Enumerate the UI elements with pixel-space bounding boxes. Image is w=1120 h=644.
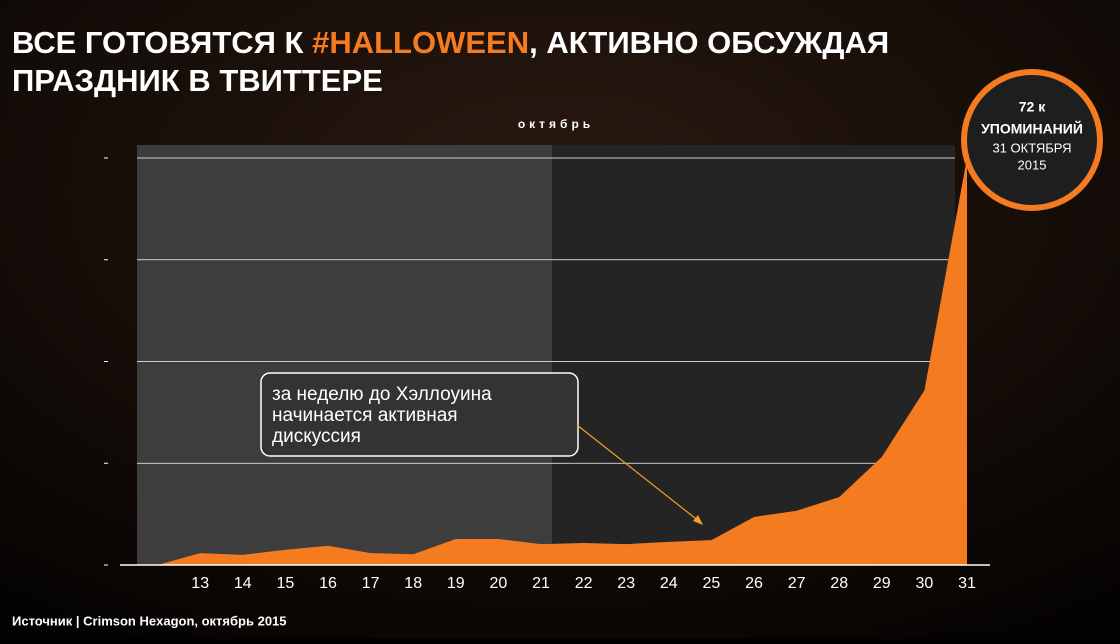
chart-title: ВСЕ ГОТОВЯТСЯ К #HALLOWEEN, АКТИВНО ОБСУ… — [12, 25, 889, 60]
x-tick-label: 22 — [575, 575, 593, 592]
x-tick-label: 20 — [490, 575, 508, 592]
x-tick-label: 27 — [788, 575, 806, 592]
x-axis-label: октябрь — [518, 117, 594, 131]
annotation: за неделю до Хэллоуина — [272, 384, 492, 405]
x-tick-label: 18 — [404, 575, 422, 592]
x-tick-label: 14 — [234, 575, 252, 592]
x-tick-label: 24 — [660, 575, 678, 592]
x-tick-label: 29 — [873, 575, 891, 592]
x-tick-label: 15 — [277, 575, 295, 592]
x-tick-label: 21 — [532, 575, 550, 592]
annotation-box — [260, 372, 579, 457]
chart-title: ПРАЗДНИК В ТВИТТЕРЕ — [12, 63, 383, 98]
badge-label: УПОМИНАНИЙ — [981, 120, 1083, 137]
annotation: начинается активная — [272, 405, 458, 426]
badge-value: 72 к — [1019, 99, 1046, 115]
x-tick-label: 26 — [745, 575, 763, 592]
badge-date: 31 ОКТЯБРЯ — [992, 140, 1071, 155]
x-tick-label: 13 — [191, 575, 209, 592]
annotation-arrow — [576, 424, 701, 523]
x-tick-label: 23 — [617, 575, 635, 592]
area — [115, 158, 967, 565]
x-tick-label: 17 — [362, 575, 380, 592]
source: Источник | Crimson Hexagon, октябрь 2015 — [12, 613, 287, 628]
x-tick-label: 19 — [447, 575, 465, 592]
arrow-head — [693, 515, 703, 525]
x-tick-label: 28 — [830, 575, 848, 592]
shade-before — [137, 145, 552, 565]
x-tick-label: 30 — [916, 575, 934, 592]
badge — [961, 69, 1103, 211]
annotation: дискуссия — [272, 426, 361, 447]
x-tick-label: 25 — [703, 575, 721, 592]
x-tick-label: 16 — [319, 575, 337, 592]
x-tick-label: 31 — [958, 575, 976, 592]
plot: 13 14 15 16 17 18 19 20 21 22 23 24 25 26 27 28 29 30 31 — [104, 157, 990, 592]
badge-date: 2015 — [1018, 157, 1047, 172]
